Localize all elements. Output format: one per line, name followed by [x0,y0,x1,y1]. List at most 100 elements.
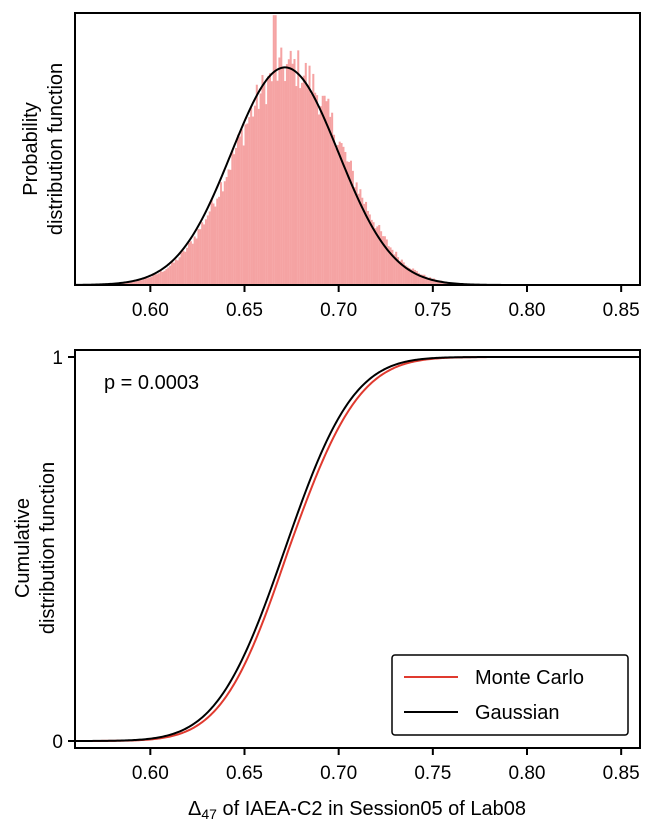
histogram-bar-37 [172,262,175,285]
histogram-bar-15 [131,281,134,285]
histogram-bar-113 [316,95,319,285]
histogram-bar-20 [140,280,143,285]
top-xtick-label-2: 0.70 [320,300,357,321]
gaussian-cdf-line [75,356,640,742]
histogram-bar-34 [167,267,170,285]
histogram-bar-35 [169,265,172,285]
histogram-bar-45 [188,242,191,285]
histogram-bar-120 [329,116,332,286]
histogram-bar-126 [340,143,343,285]
histogram-bar-71 [236,134,239,285]
histogram-bar-58 [212,203,215,285]
legend: Monte Carlo Gaussian [391,654,629,736]
histogram-bar-98 [287,59,290,285]
histogram-bar-39 [176,260,179,285]
histogram-bar-145 [376,226,379,285]
histogram-bar-111 [312,73,315,285]
histogram-bar-64 [223,181,226,285]
histogram-bar-41 [180,252,183,285]
histogram-bar-109 [308,65,311,285]
bottom-panel: 0.60 0.65 0.70 0.75 0.80 0.85 01 p = 0.0003 C… [12,348,641,822]
histogram-bar-54 [204,219,207,285]
histogram-bar-133 [353,187,356,285]
histogram-bar-52 [201,222,204,285]
histogram-bar-115 [319,106,322,285]
histogram-bar-31 [161,271,164,285]
histogram-bar-166 [415,271,418,285]
histogram-bar-59 [214,206,217,285]
bottom-xtick-label-5: 0.85 [603,763,640,784]
histogram-bar-106 [302,75,305,286]
histogram-bar-174 [430,278,433,285]
histogram-bar-142 [370,219,373,285]
histogram-bar-180 [442,281,445,285]
histogram-bar-130 [348,161,351,285]
histogram-bar-42 [182,250,185,285]
histogram-bar-140 [366,211,369,285]
top-xtick-label-3: 0.75 [414,300,451,321]
histogram-bar-67 [229,169,232,285]
histogram-bar-55 [206,215,209,285]
legend-label-monte-carlo: Monte Carlo [475,667,584,689]
histogram-bar-36 [171,262,174,285]
bottom-xtick-label-3: 0.75 [414,763,451,784]
bottom-ylabel-line2: distribution function [37,462,59,634]
histogram-bar-148 [381,236,385,285]
histogram-bars [103,15,528,286]
histogram-bar-176 [434,279,437,285]
histogram-bar-141 [368,214,371,285]
histogram-bar-172 [427,277,430,285]
histogram-bar-14 [129,282,132,285]
histogram-bar-128 [344,151,347,285]
histogram-bar-95 [282,68,285,285]
xlabel-subscript: 47 [201,806,217,822]
histogram-bar-90 [272,15,275,286]
histogram-bar-107 [304,62,307,285]
bottom-xtick-label-2: 0.70 [320,763,357,784]
histogram-bar-118 [325,101,328,285]
bottom-ytick-label-0: 0 [52,732,63,753]
histogram-bar-178 [438,280,441,285]
histogram-bar-100 [291,63,294,286]
top-ylabel-line2: distribution function [45,63,67,235]
histogram-bar-23 [146,278,149,285]
xlabel-rest: of IAEA-C2 in Session05 of Lab08 [217,798,526,820]
histogram-bar-110 [310,93,313,285]
histogram-bar-84 [261,75,264,285]
bottom-xlabel: Δ47 of IAEA-C2 in Session05 of Lab08 [188,798,526,822]
histogram-bar-65 [225,177,228,285]
histogram-bar-88 [268,73,272,285]
p-value-annotation: p = 0.0003 [104,372,199,394]
histogram-bar-24 [148,277,151,285]
histogram-bar-117 [323,95,326,286]
histogram-bar-82 [257,108,260,285]
top-ylabel-line1: Probability [20,102,42,195]
histogram-bar-47 [191,243,194,285]
histogram-bar-151 [387,246,390,285]
top-xtick-label-1: 0.65 [226,300,263,321]
histogram-bar-70 [235,147,238,285]
histogram-bar-17 [135,280,138,285]
histogram-bar-162 [408,268,411,285]
histogram-bar-56 [208,211,211,285]
top-xtick-label-5: 0.85 [603,300,640,321]
histogram-bar-132 [351,170,354,285]
histogram-bar-131 [349,160,352,285]
histogram-bar-146 [378,225,381,285]
histogram-bar-68 [231,150,234,285]
histogram-bar-96 [284,81,287,285]
histogram-bar-173 [429,277,432,285]
histogram-bar-123 [334,148,337,285]
histogram-bar-29 [157,273,160,285]
histogram-bar-116 [321,95,324,285]
histogram-bar-44 [186,247,189,285]
histogram-bar-93 [278,57,281,286]
histogram-bar-62 [220,182,223,285]
histogram-bar-136 [359,189,362,285]
histogram-bar-50 [197,229,200,285]
histogram-bar-94 [280,47,283,286]
histogram-bar-168 [419,274,422,285]
histogram-bar-38 [174,259,177,285]
histogram-bar-124 [336,145,339,285]
legend-box [391,654,629,736]
